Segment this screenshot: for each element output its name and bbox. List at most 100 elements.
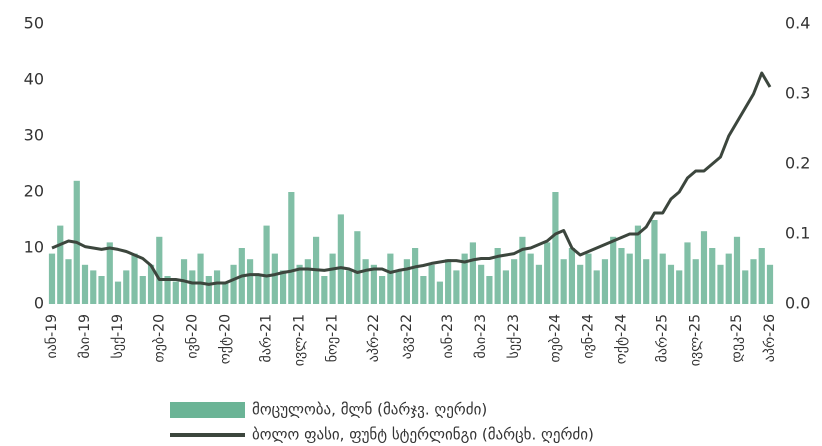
x-tick-label: იან-23 (440, 314, 456, 359)
volume-bar (131, 253, 138, 304)
x-tick-label: მაი-23 (473, 314, 489, 359)
volume-bar (321, 276, 328, 304)
x-tick-label: ოქტ-24 (613, 314, 629, 364)
volume-bar (147, 264, 155, 304)
volume-bar (246, 259, 254, 304)
volume-bar (354, 231, 361, 304)
volume-bar (189, 270, 196, 304)
volume-bars (48, 180, 774, 304)
y2-tick-label: 0.4 (785, 14, 810, 33)
volume-bar (568, 248, 576, 304)
volume-bar (288, 192, 295, 304)
volume-bar (486, 276, 493, 304)
volume-bar (544, 242, 551, 304)
volume-bar (222, 281, 229, 304)
volume-bar (445, 259, 452, 304)
volume-bar (255, 276, 262, 304)
x-tick-label: სექ-23 (506, 314, 522, 358)
x-tick-label: თებ-24 (547, 314, 563, 363)
y-tick-label: 40 (24, 70, 44, 89)
price-line (51, 71, 772, 286)
volume-bar (213, 270, 221, 304)
volume-bar (279, 270, 287, 304)
x-tick-label: მარ-25 (654, 314, 671, 362)
volume-bar (494, 248, 501, 304)
y2-tick-label: 0.2 (785, 154, 810, 173)
x-tick-label: სექ-19 (110, 314, 126, 358)
x-tick-label: თებ-20 (151, 314, 167, 362)
volume-bar (123, 270, 130, 304)
volume-bar (362, 259, 369, 304)
legend-label: მოცულობა, მლნ (მარჯვ. ღერძი) (252, 401, 487, 419)
volume-bar (610, 236, 617, 304)
volume-bar (156, 236, 163, 304)
y-tick-label: 0 (34, 294, 44, 313)
volume-bar (667, 264, 675, 304)
volume-bar (742, 270, 749, 304)
volume-bar (337, 214, 344, 304)
volume-bar (329, 253, 336, 304)
volume-bar (263, 225, 270, 304)
legend-label: ბოლო ფასი, ფუნტ სტერლინგი (მარცხ. ღერძი) (252, 426, 594, 444)
x-tick-label: ივნ-24 (580, 314, 596, 359)
volume-bar (626, 253, 633, 304)
x-tick-label: ნოე-21 (325, 314, 341, 362)
volume-bar (733, 236, 741, 304)
y2-tick-label: 0.3 (785, 84, 810, 103)
volume-bar (114, 281, 122, 304)
volume-bar (205, 276, 212, 304)
volume-bar (585, 253, 592, 304)
volume-bar (412, 248, 419, 304)
volume-bar (81, 264, 89, 304)
volume-bar (519, 236, 526, 304)
volume-bar (535, 264, 543, 304)
y2-tick-label: 0.0 (785, 294, 810, 313)
volume-bar (403, 259, 410, 304)
x-tick-label: ივნ-20 (184, 314, 200, 359)
legend-swatch (170, 402, 245, 418)
volume-bar (172, 281, 179, 304)
x-tick-label: მარ-21 (258, 314, 275, 362)
volume-bar (552, 192, 559, 304)
x-tick-label: ივლ-25 (688, 314, 704, 366)
volume-bar (48, 253, 56, 304)
volume-bar (461, 253, 468, 304)
volume-bar (593, 270, 600, 304)
volume-bar (57, 225, 64, 304)
volume-bar (643, 259, 650, 304)
volume-bar (750, 259, 757, 304)
price-line-group (51, 71, 772, 286)
volume-bar (560, 259, 567, 304)
volume-bar (766, 264, 774, 304)
volume-bar (709, 248, 716, 304)
volume-bar (700, 231, 708, 304)
volume-bar (436, 281, 443, 304)
volume-bar (164, 276, 171, 304)
volume-bar (271, 253, 278, 304)
x-tick-label: ივლ-21 (292, 314, 308, 366)
x-tick-label: დეკ-25 (729, 314, 745, 363)
volume-bar (478, 264, 485, 304)
volume-bar (90, 270, 97, 304)
volume-bar (387, 253, 394, 304)
volume-bar (379, 276, 386, 304)
volume-bar (428, 264, 435, 304)
x-tick-label: აგვ-22 (399, 314, 415, 359)
x-tick-label: იან-19 (44, 314, 60, 359)
volume-bar (601, 259, 609, 304)
volume-bar (230, 264, 237, 304)
volume-bar (725, 253, 732, 304)
volume-bar (197, 253, 204, 304)
volume-bar (511, 259, 518, 304)
volume-bar (676, 270, 683, 304)
volume-bar (692, 259, 699, 304)
volume-bar (717, 264, 724, 304)
volume-bar (346, 270, 353, 304)
volume-bar (618, 248, 625, 304)
volume-bar (98, 276, 105, 304)
volume-bar (139, 276, 146, 304)
volume-bar (106, 242, 113, 304)
volume-bar (527, 253, 534, 304)
volume-bar (758, 248, 765, 304)
